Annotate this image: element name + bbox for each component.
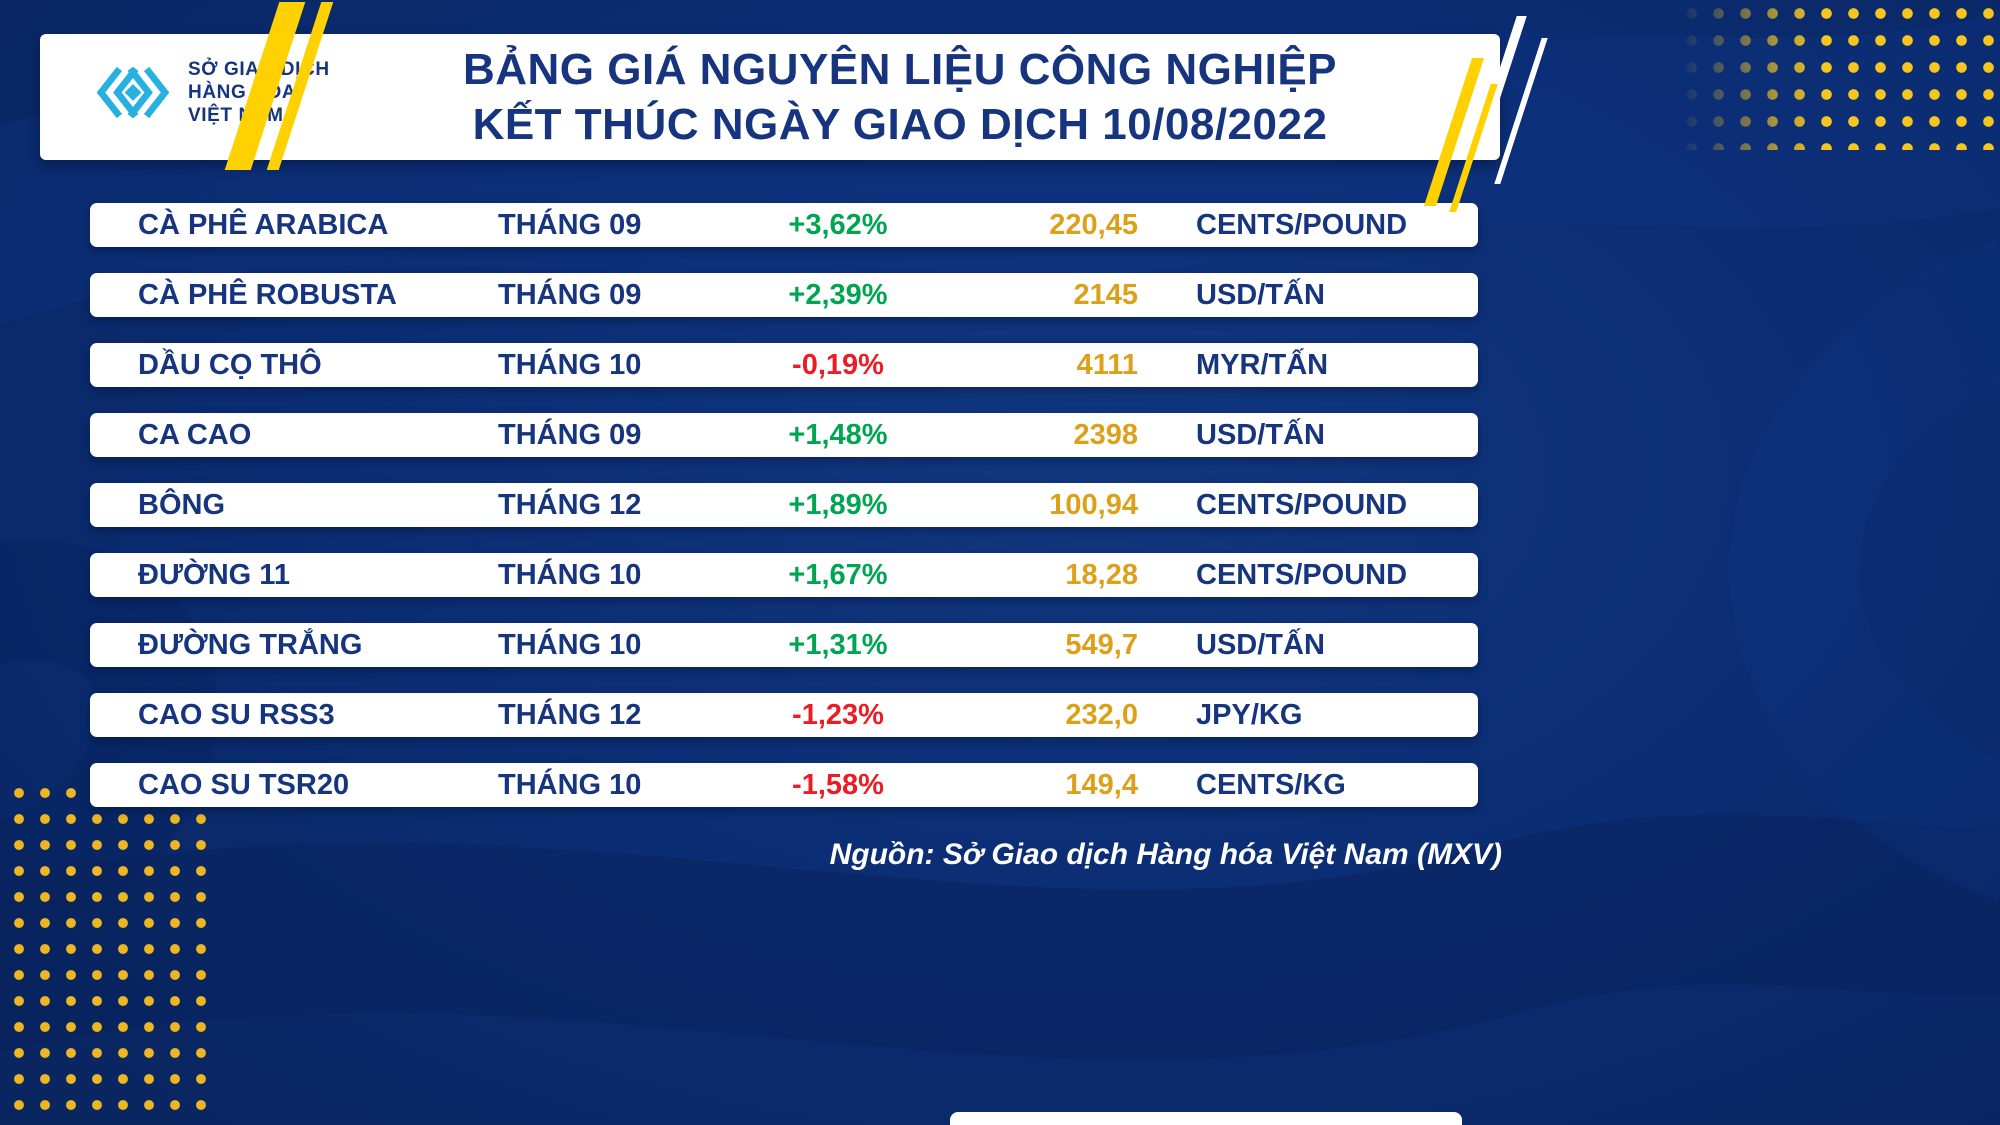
price-unit: CENTS/POUND <box>1196 208 1408 241</box>
table-row: CAO SU TSR20 THÁNG 10 -1,58% 149,4 CENTS/KG <box>90 763 1478 807</box>
price-value: 18,28 <box>1065 558 1138 591</box>
price-unit: USD/TẤN <box>1196 278 1325 311</box>
page-title-line1: BẢNG GIÁ NGUYÊN LIỆU CÔNG NGHIỆP <box>462 45 1338 94</box>
percent-change: +1,31% <box>788 628 888 661</box>
percent-change: +2,39% <box>788 278 888 311</box>
price-value: 100,94 <box>1049 488 1138 521</box>
table-row: CÀ PHÊ ROBUSTA THÁNG 09 +2,39% 2145 USD/TẤN <box>90 273 1478 317</box>
percent-change: +1,48% <box>788 418 888 451</box>
price-unit: USD/TẤN <box>1196 418 1325 451</box>
price-unit: USD/TẤN <box>1196 628 1325 661</box>
source-credit: Nguồn: Sở Giao dịch Hàng hóa Việt Nam (M… <box>829 838 1502 871</box>
table-row: BÔNG THÁNG 12 +1,89% 100,94 CENTS/POUND <box>90 483 1478 527</box>
contract-month: THÁNG 10 <box>498 348 642 381</box>
price-unit: CENTS/KG <box>1196 768 1346 801</box>
contract-month: THÁNG 09 <box>498 208 642 241</box>
table-row: ĐƯỜNG 11 THÁNG 10 +1,67% 18,28 CENTS/POUND <box>90 553 1478 597</box>
price-value: 549,7 <box>1065 628 1138 661</box>
price-unit: CENTS/POUND <box>1196 558 1408 591</box>
page-title: BẢNG GIÁ NGUYÊN LIỆU CÔNG NGHIỆP KẾT THÚ… <box>380 42 1420 152</box>
contract-month: THÁNG 10 <box>498 768 642 801</box>
commodity-name: CAO SU RSS3 <box>138 698 335 731</box>
contract-month: THÁNG 09 <box>498 278 642 311</box>
percent-change: +1,67% <box>788 558 888 591</box>
percent-change: -0,19% <box>792 348 884 381</box>
commodity-name: DẦU CỌ THÔ <box>138 348 322 381</box>
price-unit: MYR/TẤN <box>1196 348 1329 381</box>
price-table: CÀ PHÊ ARABICA THÁNG 09 +3,62% 220,45 CENTS/… <box>90 203 1478 807</box>
percent-change: -1,23% <box>792 698 884 731</box>
table-row: CÀ PHÊ ARABICA THÁNG 09 +3,62% 220,45 CENTS/… <box>90 203 1478 247</box>
contract-month: THÁNG 09 <box>498 418 642 451</box>
price-value: 2145 <box>1073 278 1138 311</box>
commodity-name: ĐƯỜNG 11 <box>138 558 290 591</box>
commodity-name: BÔNG <box>138 488 225 521</box>
price-value: 232,0 <box>1065 698 1138 731</box>
price-value: 4111 <box>1076 348 1138 381</box>
commodity-name: CÀ PHÊ ARABICA <box>138 208 389 241</box>
table-row: CAO SU RSS3 THÁNG 12 -1,23% 232,0 JPY/KG <box>90 693 1478 737</box>
table-row: CA CAO THÁNG 09 +1,48% 2398 USD/TẤN <box>90 413 1478 457</box>
commodity-name: CAO SU TSR20 <box>138 768 350 801</box>
percent-change: +1,89% <box>788 488 888 521</box>
price-unit: CENTS/POUND <box>1196 488 1408 521</box>
price-value: 2398 <box>1073 418 1138 451</box>
percent-change: +3,62% <box>788 208 888 241</box>
contract-month: THÁNG 10 <box>498 628 642 661</box>
price-value: 220,45 <box>1049 208 1138 241</box>
halftone-dots-top-right <box>1678 0 2000 150</box>
mxv-logo-icon <box>96 66 170 119</box>
commodity-name: CÀ PHÊ ROBUSTA <box>138 278 397 311</box>
price-value: 149,4 <box>1065 768 1138 801</box>
contract-month: THÁNG 12 <box>498 698 642 731</box>
table-row: DẦU CỌ THÔ THÁNG 10 -0,19% 4111 MYR/TẤN <box>90 343 1478 387</box>
bottom-bar-decoration <box>950 1112 1462 1125</box>
page-title-line2: KẾT THÚC NGÀY GIAO DỊCH 10/08/2022 <box>472 100 1328 149</box>
halftone-dots-bottom-left <box>6 780 210 1125</box>
contract-month: THÁNG 10 <box>498 558 642 591</box>
price-unit: JPY/KG <box>1196 698 1303 731</box>
commodity-name: CA CAO <box>138 418 252 451</box>
percent-change: -1,58% <box>792 768 884 801</box>
commodity-name: ĐƯỜNG TRẮNG <box>138 628 363 661</box>
contract-month: THÁNG 12 <box>498 488 642 521</box>
table-row: ĐƯỜNG TRẮNG THÁNG 10 +1,31% 549,7 USD/TẤN <box>90 623 1478 667</box>
